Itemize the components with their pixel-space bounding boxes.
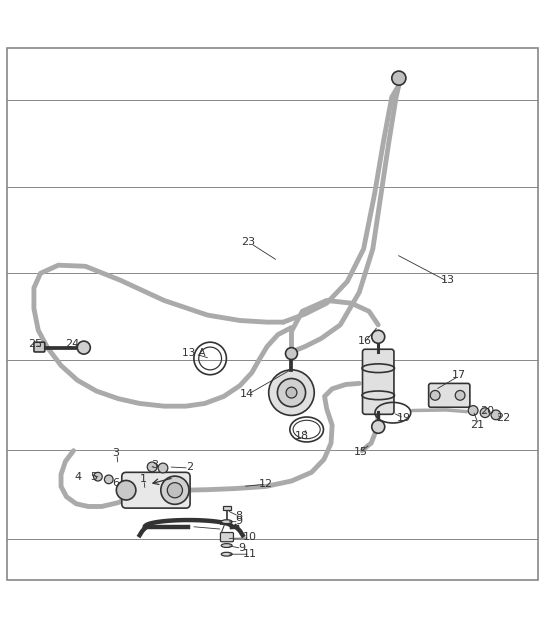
Text: 18: 18 [295, 431, 310, 441]
Circle shape [105, 475, 113, 484]
Text: 15: 15 [353, 447, 367, 457]
Circle shape [269, 370, 314, 415]
Circle shape [455, 391, 465, 400]
Circle shape [94, 472, 102, 481]
Ellipse shape [221, 544, 232, 548]
Circle shape [491, 410, 501, 420]
Circle shape [480, 408, 490, 418]
Text: 14: 14 [239, 389, 253, 399]
Text: 16: 16 [358, 336, 372, 346]
Text: 24: 24 [65, 339, 79, 349]
Ellipse shape [221, 520, 232, 524]
Bar [222, 507, 231, 511]
Text: 9: 9 [235, 516, 243, 526]
Text: 8: 8 [235, 511, 243, 521]
Circle shape [372, 420, 385, 433]
Text: 19: 19 [397, 413, 411, 423]
FancyBboxPatch shape [429, 384, 470, 408]
Circle shape [77, 341, 90, 354]
Circle shape [372, 330, 385, 344]
Circle shape [161, 476, 189, 504]
Circle shape [167, 483, 183, 498]
Circle shape [468, 406, 478, 415]
Text: 9: 9 [238, 543, 245, 553]
Text: 12: 12 [259, 479, 273, 489]
Circle shape [158, 463, 168, 473]
Ellipse shape [221, 552, 232, 556]
Circle shape [116, 480, 136, 500]
Text: 6: 6 [112, 478, 119, 487]
Text: 10: 10 [243, 533, 257, 543]
Text: 11: 11 [243, 550, 257, 559]
FancyBboxPatch shape [34, 342, 45, 352]
Text: 3: 3 [112, 448, 119, 458]
Text: 7: 7 [218, 524, 225, 534]
Circle shape [431, 391, 440, 400]
Circle shape [392, 71, 406, 85]
Text: 21: 21 [470, 420, 485, 430]
Text: 20: 20 [480, 406, 494, 416]
FancyBboxPatch shape [220, 533, 233, 542]
FancyBboxPatch shape [362, 349, 394, 414]
Text: 22: 22 [496, 413, 511, 423]
Circle shape [277, 379, 306, 407]
Text: 23: 23 [241, 237, 255, 247]
Text: 5: 5 [90, 472, 98, 482]
Text: 1: 1 [140, 474, 147, 484]
Circle shape [286, 348, 298, 360]
FancyBboxPatch shape [122, 472, 190, 508]
Text: 13 A: 13 A [182, 348, 205, 358]
Text: 25: 25 [28, 339, 42, 349]
Circle shape [147, 462, 157, 472]
Text: 2: 2 [186, 462, 193, 472]
Text: 4: 4 [74, 472, 81, 482]
Text: 3: 3 [152, 460, 159, 470]
Text: 17: 17 [451, 371, 465, 381]
Text: 13: 13 [441, 276, 455, 285]
Circle shape [286, 387, 297, 398]
